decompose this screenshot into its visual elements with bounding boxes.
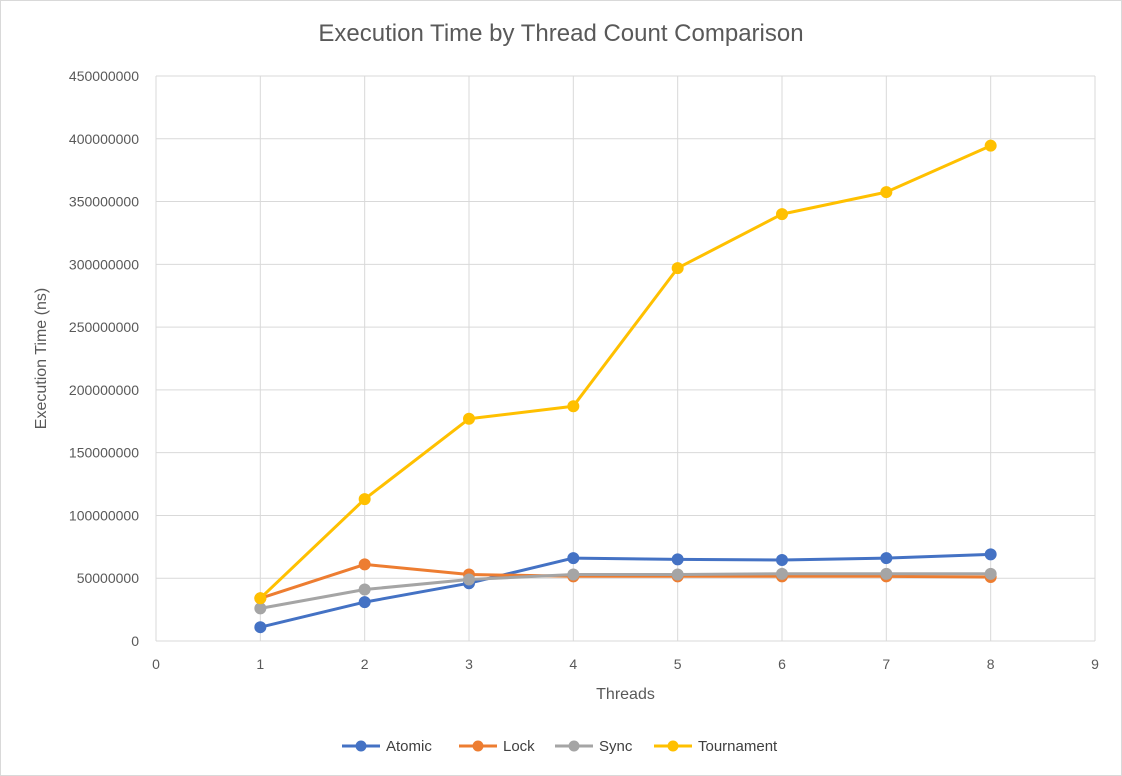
legend-marker-lock [472, 740, 484, 752]
data-point-tournament [567, 400, 580, 413]
y-tick-label: 100000000 [69, 507, 139, 523]
legend-marker-tournament [667, 740, 679, 752]
x-tick-label: 1 [256, 656, 264, 672]
legend-label-lock: Lock [503, 738, 535, 755]
data-point-sync [776, 567, 788, 580]
x-axis-ticks: 0 1 2 3 4 5 6 7 8 9 [152, 656, 1099, 672]
y-axis-label: Execution Time (ns) [33, 288, 50, 429]
y-tick-label: 0 [131, 633, 139, 649]
y-tick-label: 200000000 [69, 382, 139, 398]
data-point-sync [671, 568, 684, 581]
legend-label-sync: Sync [599, 738, 633, 755]
series-line-lock [259, 562, 991, 600]
data-point-sync [880, 567, 893, 580]
series-group [254, 139, 997, 634]
data-point-tournament [671, 262, 684, 275]
legend-label-atomic: Atomic [386, 738, 432, 755]
data-point-atomic [776, 554, 788, 567]
y-tick-label: 350000000 [69, 194, 139, 210]
x-tick-label: 7 [882, 656, 890, 672]
data-point-atomic [567, 552, 580, 565]
y-tick-label: 400000000 [69, 131, 139, 147]
data-point-sync [358, 583, 371, 596]
data-point-sync [254, 602, 267, 615]
data-point-atomic [984, 548, 997, 561]
data-point-sync [984, 567, 997, 580]
legend-marker-atomic [355, 740, 367, 752]
data-point-atomic [880, 552, 893, 565]
y-axis-ticks: 0 50000000 100000000 150000000 200000000 2500… [69, 68, 139, 649]
x-tick-label: 0 [152, 656, 160, 672]
x-tick-label: 9 [1091, 656, 1099, 672]
data-point-sync [463, 573, 475, 586]
data-point-tournament [984, 139, 997, 152]
y-tick-label: 450000000 [69, 68, 139, 84]
x-axis-label: Threads [596, 686, 655, 703]
legend-label-tournament: Tournament [698, 738, 778, 755]
data-point-atomic [671, 553, 684, 566]
x-tick-label: 4 [569, 656, 577, 672]
grid [155, 75, 1096, 642]
x-tick-label: 6 [778, 656, 786, 672]
series-line-atomic [259, 552, 991, 629]
y-tick-label: 250000000 [69, 319, 139, 335]
data-point-atomic [254, 621, 267, 634]
y-tick-label: 150000000 [69, 445, 139, 461]
data-point-lock [358, 558, 371, 571]
x-tick-label: 5 [674, 656, 682, 672]
x-tick-label: 2 [361, 656, 369, 672]
data-point-tournament [776, 208, 788, 221]
data-point-tournament [463, 412, 475, 425]
data-point-tournament [358, 493, 371, 506]
data-point-atomic [358, 596, 371, 609]
data-point-tournament [254, 592, 267, 605]
data-point-tournament [880, 186, 893, 199]
data-point-sync [567, 568, 580, 581]
legend: Atomic Lock Sync Tournament [342, 738, 778, 755]
x-tick-label: 3 [465, 656, 473, 672]
chart-title: Execution Time by Thread Count Compariso… [318, 20, 804, 47]
series-line-tournament [259, 144, 992, 600]
y-tick-label: 50000000 [77, 570, 140, 586]
x-tick-label: 8 [987, 656, 995, 672]
series-line-sync [260, 572, 991, 610]
legend-marker-sync [568, 740, 580, 752]
y-tick-label: 300000000 [69, 256, 139, 272]
